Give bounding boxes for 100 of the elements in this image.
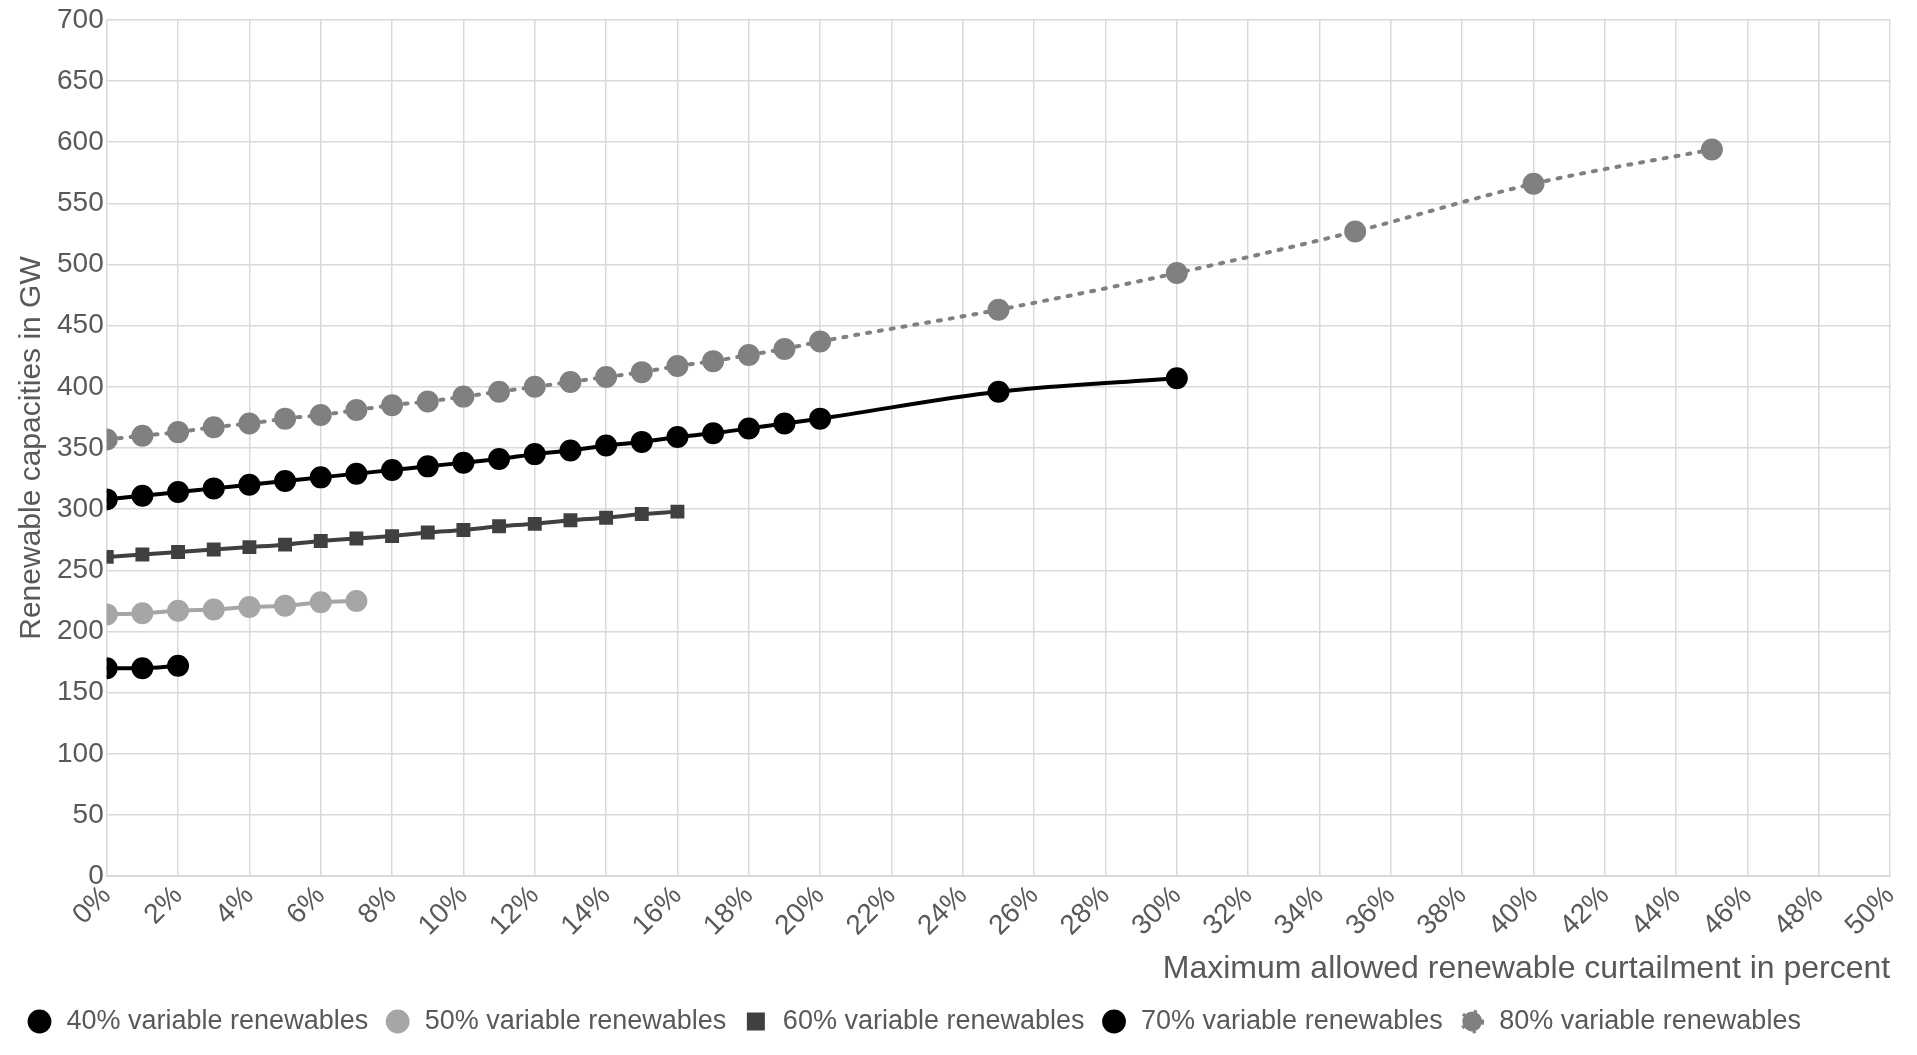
point <box>599 510 614 525</box>
x-tick-label: 30% <box>1124 878 1187 941</box>
y-tick-label: 150 <box>57 675 104 707</box>
point <box>385 529 400 544</box>
point <box>202 477 225 500</box>
point <box>773 412 796 435</box>
x-tick-label: 34% <box>1267 878 1330 941</box>
legend-label: 60% variable renewables <box>782 1004 1085 1035</box>
point <box>523 375 546 398</box>
point <box>492 519 507 534</box>
point <box>274 407 297 430</box>
point <box>313 534 328 548</box>
point <box>278 537 293 552</box>
point <box>131 602 154 625</box>
y-tick-label: 200 <box>57 614 104 646</box>
point <box>309 591 332 614</box>
x-tick-label: 42% <box>1553 878 1615 941</box>
point <box>131 424 154 447</box>
point <box>345 462 368 485</box>
point <box>773 337 796 360</box>
y-tick-label: 50 <box>72 797 104 829</box>
point <box>563 513 578 528</box>
x-tick-label: 4% <box>208 878 260 930</box>
point <box>167 654 190 677</box>
y-axis-title: Renewable capacities in GW <box>13 255 47 640</box>
point <box>416 390 439 413</box>
point <box>242 540 257 555</box>
point <box>381 394 404 417</box>
y-tick-label: 450 <box>57 308 104 340</box>
point <box>702 422 725 445</box>
y-tick-label: 300 <box>57 491 104 523</box>
point <box>238 412 261 435</box>
point <box>1700 138 1723 161</box>
point <box>634 507 649 522</box>
point <box>238 596 261 619</box>
x-tick-label: 40% <box>1481 878 1544 941</box>
y-tick-label: 350 <box>57 430 104 462</box>
point <box>206 542 221 557</box>
point <box>349 531 364 546</box>
point <box>1522 172 1545 195</box>
point <box>488 380 511 403</box>
point <box>171 545 186 559</box>
y-tick-label: 650 <box>57 63 104 95</box>
point <box>595 366 618 389</box>
point <box>737 417 760 440</box>
y-tick-label: 100 <box>57 736 104 768</box>
point <box>702 350 725 373</box>
legend-label: 70% variable renewables <box>1141 1004 1443 1035</box>
point <box>630 361 653 384</box>
point <box>309 466 332 489</box>
point <box>238 473 261 496</box>
point <box>666 355 689 378</box>
y-tick-label: 500 <box>57 247 104 279</box>
legend-label: 40% variable renewables <box>66 1004 369 1035</box>
point <box>987 380 1010 403</box>
point <box>595 434 618 457</box>
point <box>345 589 368 612</box>
point <box>135 547 150 562</box>
point <box>167 421 190 444</box>
point <box>737 344 760 367</box>
point <box>274 470 297 493</box>
x-tick-label: 36% <box>1339 878 1401 941</box>
point <box>559 370 582 393</box>
point <box>131 657 154 680</box>
point <box>167 481 190 504</box>
y-tick-label: 700 <box>57 2 104 34</box>
point <box>523 443 546 466</box>
point <box>309 403 332 426</box>
x-tick-label: 32% <box>1196 878 1258 941</box>
legend-label: 50% variable renewables <box>424 1004 727 1035</box>
x-tick-label: 48% <box>1767 878 1829 941</box>
point <box>559 439 582 462</box>
point <box>167 599 190 622</box>
point <box>452 385 475 408</box>
y-tick-label: 400 <box>57 369 104 401</box>
point <box>488 448 511 471</box>
y-tick-label: 600 <box>57 124 104 156</box>
point <box>987 298 1010 321</box>
point <box>809 407 832 430</box>
point <box>630 430 653 453</box>
point <box>345 399 368 422</box>
x-tick-label: 2% <box>137 878 188 930</box>
point <box>1344 220 1367 243</box>
point <box>456 523 471 537</box>
point <box>131 484 154 507</box>
point <box>420 525 435 540</box>
x-axis-title: Maximum allowed renewable curtailment in percent <box>1162 948 1891 985</box>
point <box>274 594 297 617</box>
point <box>809 330 832 353</box>
legend-label: 80% variable renewables <box>1499 1004 1801 1035</box>
x-tick-label: 46% <box>1695 878 1758 941</box>
point <box>202 416 225 439</box>
point <box>416 455 439 478</box>
point <box>670 504 685 519</box>
point <box>381 459 404 482</box>
point <box>1165 262 1188 285</box>
point <box>527 516 542 531</box>
point <box>202 598 225 621</box>
y-tick-label: 550 <box>57 186 104 218</box>
point <box>666 426 689 448</box>
